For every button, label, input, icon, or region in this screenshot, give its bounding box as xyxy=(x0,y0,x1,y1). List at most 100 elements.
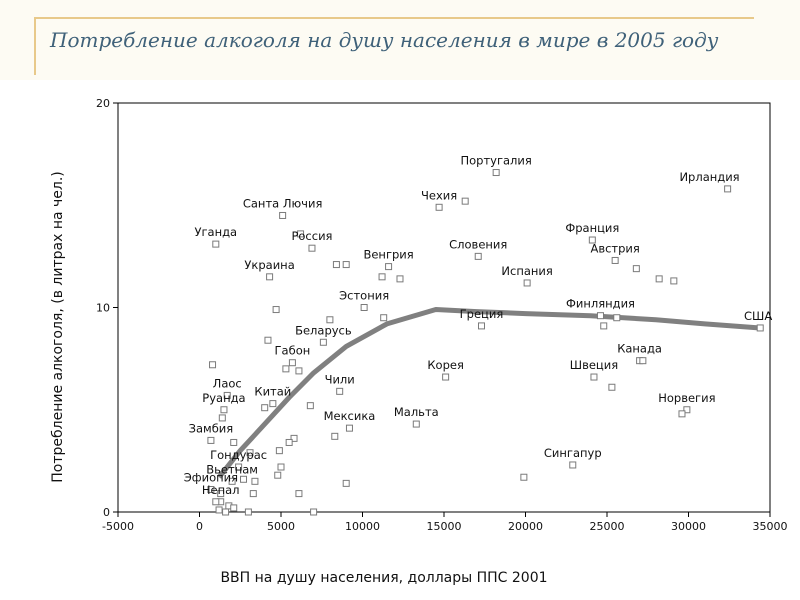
point-label: Санта Лючия xyxy=(243,196,323,210)
data-point xyxy=(297,230,305,238)
point-label: Канада xyxy=(617,342,662,356)
point-label: Греция xyxy=(460,307,504,321)
point-label: Габон xyxy=(275,344,311,358)
x-tick-label: 10000 xyxy=(345,520,380,533)
point-label: Франция xyxy=(565,221,619,235)
data-point xyxy=(492,169,500,177)
y-tick-label: 0 xyxy=(103,506,110,519)
data-point xyxy=(279,211,287,219)
slide-header: Потребление алкоголя на душу населения в… xyxy=(0,0,800,80)
data-point xyxy=(218,414,226,422)
point-label: Сингапур xyxy=(544,446,602,460)
data-point xyxy=(209,361,217,369)
point-label: Руанда xyxy=(202,391,245,405)
point-label: Мальта xyxy=(394,405,439,419)
data-point xyxy=(230,438,238,446)
data-point xyxy=(228,477,236,485)
data-point xyxy=(385,263,393,271)
data-point xyxy=(724,185,732,193)
x-tick-label: 5000 xyxy=(267,520,295,533)
point-label: Вьетнам xyxy=(206,462,258,476)
header-accent-rule xyxy=(34,17,754,19)
y-tick-label: 10 xyxy=(96,302,110,315)
data-point xyxy=(331,432,339,440)
point-label: Эстония xyxy=(339,289,389,303)
x-tick-label: 30000 xyxy=(671,520,706,533)
point-label: Чили xyxy=(325,372,355,386)
x-axis: -5000 0 5000 10000 15000 20000 25000 30000 35000 xyxy=(102,512,788,533)
data-point xyxy=(230,504,238,512)
data-point xyxy=(596,312,604,320)
point-label: Эфиопия xyxy=(184,471,238,485)
data-point xyxy=(261,404,269,412)
x-axis-title: ВВП на душу населения, доллары ППС 2001 xyxy=(220,570,547,586)
data-point xyxy=(269,400,277,408)
data-point xyxy=(215,506,223,514)
data-point xyxy=(342,479,350,487)
data-point xyxy=(632,265,640,273)
data-point xyxy=(600,322,608,330)
data-point xyxy=(264,336,272,344)
data-point xyxy=(275,447,283,455)
point-label: Замбия xyxy=(189,421,234,435)
data-point xyxy=(336,387,344,395)
data-point xyxy=(683,406,691,414)
data-point xyxy=(611,256,619,264)
point-label: Испания xyxy=(501,264,552,278)
data-point xyxy=(246,449,254,457)
data-point xyxy=(288,359,296,367)
data-point xyxy=(295,490,303,498)
x-tick-label: 0 xyxy=(196,520,203,533)
point-label: Корея xyxy=(427,358,464,372)
data-point xyxy=(378,273,386,281)
data-point xyxy=(678,410,686,418)
data-point xyxy=(461,197,469,205)
data-point xyxy=(282,365,290,373)
data-point xyxy=(345,424,353,432)
data-point xyxy=(274,471,282,479)
point-label: Беларусь xyxy=(295,323,352,337)
data-point xyxy=(266,273,274,281)
point-label: Норвегия xyxy=(658,391,715,405)
x-tick-label: 20000 xyxy=(508,520,543,533)
data-point xyxy=(319,338,327,346)
data-point xyxy=(613,314,621,322)
data-point xyxy=(310,508,318,516)
data-point xyxy=(520,473,528,481)
point-label: Словения xyxy=(449,237,507,251)
point-label: США xyxy=(744,309,772,323)
x-tick-label: -5000 xyxy=(102,520,134,533)
data-point xyxy=(670,277,678,285)
y-tick-label: 20 xyxy=(96,97,110,110)
point-label: Португалия xyxy=(460,154,531,168)
point-label: Непал xyxy=(202,483,240,497)
data-point xyxy=(251,477,259,485)
data-point xyxy=(223,391,231,399)
data-point xyxy=(412,420,420,428)
data-point xyxy=(212,240,220,248)
point-label: Китай xyxy=(254,385,291,399)
y-axis: 0 10 20 xyxy=(96,97,118,519)
point-label: Мексика xyxy=(324,409,376,423)
data-point xyxy=(207,486,215,494)
data-point xyxy=(442,373,450,381)
slide-title: Потребление алкоголя на душу населения в… xyxy=(50,28,719,52)
point-label: Швеция xyxy=(570,358,618,372)
point-label: Гондурас xyxy=(210,448,267,462)
data-point xyxy=(396,275,404,283)
data-point xyxy=(332,261,340,269)
data-point xyxy=(235,463,243,471)
data-point xyxy=(655,275,663,283)
data-point xyxy=(569,461,577,469)
x-tick-label: 15000 xyxy=(427,520,462,533)
data-point xyxy=(285,438,293,446)
data-point xyxy=(590,373,598,381)
data-point xyxy=(217,490,225,498)
data-point xyxy=(342,261,350,269)
data-point xyxy=(295,367,303,375)
data-point xyxy=(474,252,482,260)
data-point xyxy=(277,463,285,471)
data-point xyxy=(588,236,596,244)
point-label: Чехия xyxy=(421,188,457,202)
